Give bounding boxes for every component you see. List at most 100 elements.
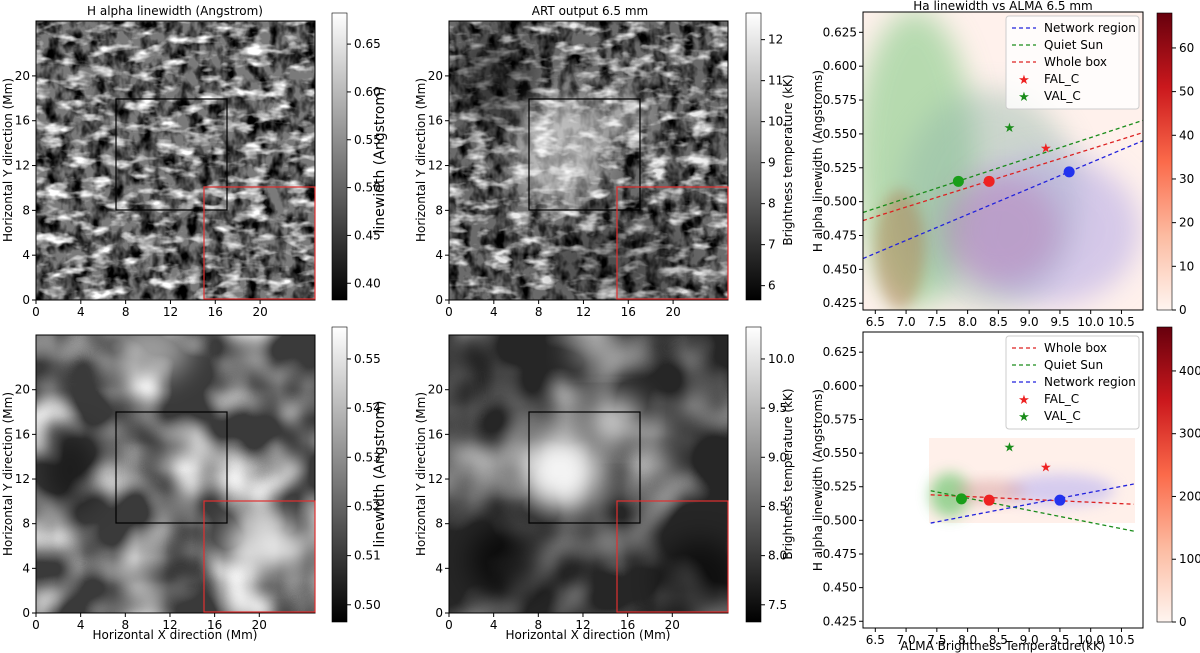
scatter-top-colorbar-tick-label: 20 xyxy=(1179,216,1194,230)
scatter-top-legend-label: Quiet Sun xyxy=(1044,38,1103,52)
scatter-top-ytick-label: 0.525 xyxy=(823,161,857,175)
linewidth-map-ytick-label: 4 xyxy=(22,248,30,262)
scatter-bottom-star-fal_c: ★ xyxy=(1040,461,1052,476)
art-output-map-ytick-label: 12 xyxy=(428,159,443,173)
scatter-bottom-ytick-label: 0.425 xyxy=(823,614,857,628)
smoothed-linewidth-ytick-label: 12 xyxy=(15,472,30,486)
scatter-top-ytick-label: 0.500 xyxy=(823,195,857,209)
smoothed-linewidth-ticks: 00 4 4 8 8 12 12 16 16 20 20 xyxy=(15,383,267,632)
scatter-bottom-legend-label: VAL_C xyxy=(1044,409,1081,423)
smoothed-linewidth-xtick-label: 20 xyxy=(252,618,267,632)
scatter-top-legend: Network region Quiet Sun Whole box ★ FAL_C ★ V… xyxy=(1005,15,1140,110)
quiet-sun-box-c xyxy=(203,500,316,613)
linewidth-map-panel: H alpha linewidth (Angstrom) 00 4 4 8 8 12 12 1… xyxy=(1,4,388,319)
scatter-top-colorbar-tick-label: 60 xyxy=(1179,41,1194,55)
scatter-bottom-ytick-label: 0.450 xyxy=(823,581,857,595)
smoothed-brightness-colorbar-tick-label: 8.0 xyxy=(768,549,787,563)
network-region-box-b xyxy=(528,98,641,211)
smoothed-brightness-ylabel: Horizontal Y direction (Mm) xyxy=(414,392,428,556)
smoothed-brightness-ytick-label: 0 xyxy=(435,606,443,620)
scatter-bottom-mean-point-network-region xyxy=(1054,494,1066,506)
scatter-bottom-mean-point-quiet-sun xyxy=(955,493,967,505)
scatter-bottom-ytick-label: 0.475 xyxy=(823,547,857,561)
scatter-top-legend-star-swatch: ★ xyxy=(1018,90,1030,105)
art-output-map-frame xyxy=(448,20,729,301)
scatter-top-xtick-label: 10.0 xyxy=(1077,315,1104,329)
smoothed-linewidth-xtick-label: 16 xyxy=(207,618,222,632)
scatter-bottom-colorbar-ticks: 0 100 200 300 400 xyxy=(1172,364,1200,629)
scatter-bottom-legend-box xyxy=(1005,335,1140,430)
linewidth-map-ytick-label: 20 xyxy=(15,69,30,83)
scatter-bottom-colorbar-tick-label: 200 xyxy=(1179,489,1200,503)
smoothed-brightness-xtick-label: 8 xyxy=(534,618,542,632)
smoothed-linewidth-xtick-label: 4 xyxy=(77,618,85,632)
smoothed-brightness-ytick-label: 8 xyxy=(435,517,443,531)
smoothed-linewidth-ytick-label: 0 xyxy=(22,606,30,620)
linewidth-map-xtick-label: 4 xyxy=(77,305,85,319)
scatter-top-density xyxy=(863,12,1143,310)
scatter-top-colorbar-tick-label: 0 xyxy=(1179,303,1187,317)
scatter-top-mean-point-quiet-sun xyxy=(952,175,964,187)
scatter-bottom-colorbar-tick-label: 300 xyxy=(1179,427,1200,441)
scatter-top-ytick-label: 0.575 xyxy=(823,93,857,107)
linewidth-map-xtick-label: 8 xyxy=(122,305,130,319)
smoothed-brightness-ytick-label: 12 xyxy=(428,472,443,486)
smoothed-linewidth-colorbar xyxy=(331,326,348,623)
scatter-bottom-legend-label: Network region xyxy=(1044,375,1136,389)
smoothed-brightness-colorbar-tick-label: 9.5 xyxy=(768,401,787,415)
linewidth-colorbar-label: linewidth (Angstrom) xyxy=(372,87,388,234)
linewidth-map-ytick-label: 16 xyxy=(15,114,30,128)
smoothed-brightness-ytick-label: 4 xyxy=(435,561,443,575)
art-output-map-xtick-label: 16 xyxy=(621,305,636,319)
smoothed-brightness-xtick-label: 20 xyxy=(665,618,680,632)
linewidth-colorbar-tick-label: 0.40 xyxy=(354,276,381,290)
scatter-top-colorbar-ticks: 0 10 20 30 40 50 60 xyxy=(1172,41,1194,317)
art-output-map-ticks: 00 4 4 8 8 12 12 16 16 20 20 xyxy=(428,69,681,319)
linewidth-map-image xyxy=(36,21,315,300)
scatter-bottom-xlabel: ALMA Brightness Temperature(kK) xyxy=(900,639,1105,653)
scatter-top-ytick-label: 0.425 xyxy=(823,296,857,310)
linewidth-map-ticks: 00 4 4 8 8 12 12 16 16 20 20 xyxy=(15,69,268,319)
smoothed-brightness-colorbar-label: Brightness temperature (kK) xyxy=(781,388,795,559)
scatter-top-colorbar-tick-label: 40 xyxy=(1179,128,1194,142)
scatter-top-legend-star-swatch: ★ xyxy=(1018,73,1030,88)
linewidth-colorbar-tick-label: 0.50 xyxy=(354,181,381,195)
scatter-bottom-ytick-label: 0.525 xyxy=(823,480,857,494)
scatter-bottom-colorbar-tick-label: 0 xyxy=(1179,615,1187,629)
smoothed-linewidth-colorbar-tick-label: 0.53 xyxy=(354,450,381,464)
smoothed-linewidth-panel: 00 4 4 8 8 12 12 16 16 20 20 Horizontal X directio… xyxy=(1,326,388,642)
scatter-bottom-legend: Whole box Quiet Sun Network region ★ FAL_C ★ V… xyxy=(1005,335,1140,430)
scatter-bottom-colorbar xyxy=(1156,326,1173,623)
scatter-bottom-legend-label: FAL_C xyxy=(1044,392,1079,406)
art-output-map-xtick-label: 12 xyxy=(576,305,591,319)
linewidth-colorbar xyxy=(331,12,348,301)
scatter-top-ytick-label: 0.450 xyxy=(823,262,857,276)
scatter-top-xtick-label: 7.0 xyxy=(897,315,916,329)
linewidth-map-xtick-label: 16 xyxy=(208,305,223,319)
scatter-bottom-legend-star-swatch: ★ xyxy=(1018,393,1030,408)
smoothed-brightness-xtick-label: 12 xyxy=(575,618,590,632)
linewidth-map-frame xyxy=(35,20,316,301)
smoothed-linewidth-ytick-label: 20 xyxy=(15,383,30,397)
scatter-bottom-mean-point-whole-box xyxy=(983,494,995,506)
linewidth-map-xtick-label: 0 xyxy=(32,305,40,319)
scatter-bottom-xtick-label: 8.5 xyxy=(989,633,1008,647)
scatter-bottom-ytick-label: 0.500 xyxy=(823,513,857,527)
scatter-top-colorbar xyxy=(1156,12,1173,311)
art-output-map-ytick-label: 4 xyxy=(435,248,443,262)
art-output-map-panel: ART output 6.5 mm 00 4 4 8 8 12 12 16 16 20 20 Hor… xyxy=(414,4,795,319)
quiet-sun-box-b xyxy=(616,186,729,300)
brightness-colorbar-tick-label: 7 xyxy=(768,238,776,252)
brightness-colorbar-tick-label: 8 xyxy=(768,197,776,211)
scatter-top-ytick-label: 0.475 xyxy=(823,229,857,243)
scatter-bottom-legend-label: Quiet Sun xyxy=(1044,358,1103,372)
scatter-bottom-xtick-label: 7.0 xyxy=(897,633,916,647)
smoothed-linewidth-colorbar-tick-label: 0.50 xyxy=(354,598,381,612)
linewidth-colorbar-tick-label: 0.60 xyxy=(354,85,381,99)
scatter-top-xtick-label: 7.5 xyxy=(927,315,946,329)
smoothed-brightness-xtick-label: 16 xyxy=(620,618,635,632)
network-region-box-c xyxy=(115,411,228,524)
smoothed-linewidth-colorbar-tick-label: 0.51 xyxy=(354,549,381,563)
scatter-top-lines xyxy=(863,119,1143,260)
scatter-top-xtick-label: 9.0 xyxy=(1020,315,1039,329)
